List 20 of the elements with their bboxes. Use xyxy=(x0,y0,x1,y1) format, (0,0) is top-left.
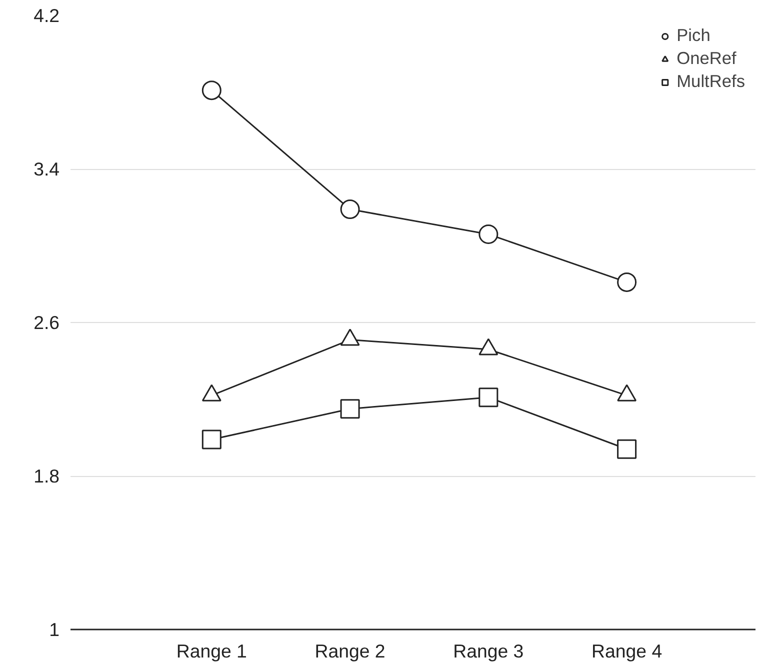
point xyxy=(340,399,360,419)
x-tick-label: Range 4 xyxy=(592,640,662,662)
legend-label: Pich xyxy=(676,25,710,46)
y-tick-label: 1.8 xyxy=(34,466,60,486)
point xyxy=(617,272,637,292)
point xyxy=(617,439,637,459)
y-tick-label: 4.2 xyxy=(34,5,60,26)
point xyxy=(478,224,498,244)
legend-label: OneRef xyxy=(676,48,736,69)
y-tick-label: 3.4 xyxy=(34,158,60,180)
x-tick-label: Range 2 xyxy=(314,640,386,662)
point xyxy=(340,200,360,220)
y-tick-label: 2.6 xyxy=(34,312,60,333)
y-tick-label: 1 xyxy=(49,619,60,640)
x-tick-label: Range 3 xyxy=(453,640,524,662)
legend-label: MultRefs xyxy=(676,71,745,92)
x-tick-label: Range 1 xyxy=(176,640,247,662)
point xyxy=(202,80,222,100)
point xyxy=(202,430,222,450)
point xyxy=(478,388,498,408)
